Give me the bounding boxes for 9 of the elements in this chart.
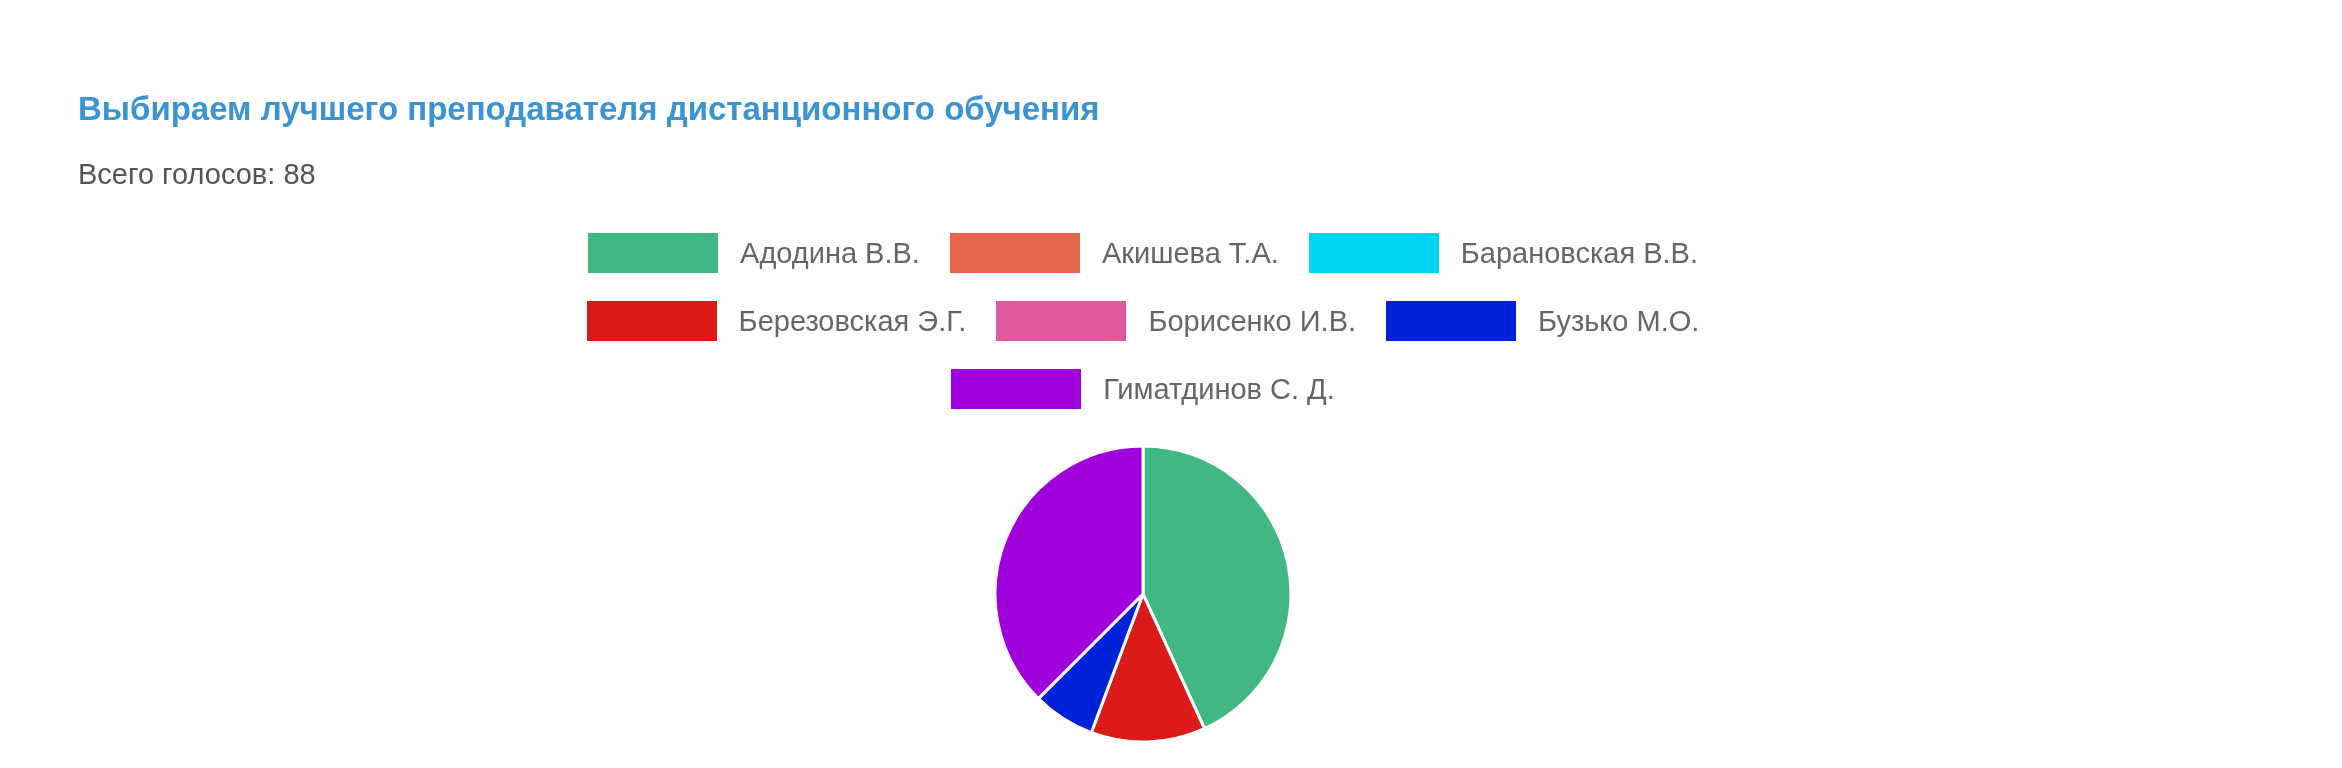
legend-label: Гиматдинов С. Д. <box>1103 372 1335 406</box>
legend-label: Акишева Т.А. <box>1101 236 1279 270</box>
legend-label: Бузько М.О. <box>1538 304 1700 338</box>
legend-label: Адодина В.В. <box>740 236 920 270</box>
chart-title: Выбираем лучшего преподавателя дистанционного обучения <box>78 90 1100 128</box>
legend-label: Березовская Э.Г. <box>738 304 967 338</box>
legend-label: Борисенко И.В. <box>1148 304 1357 338</box>
text: Всего голосов: 88 <box>78 158 316 191</box>
legend-label: Барановская В.В. <box>1460 236 1698 270</box>
